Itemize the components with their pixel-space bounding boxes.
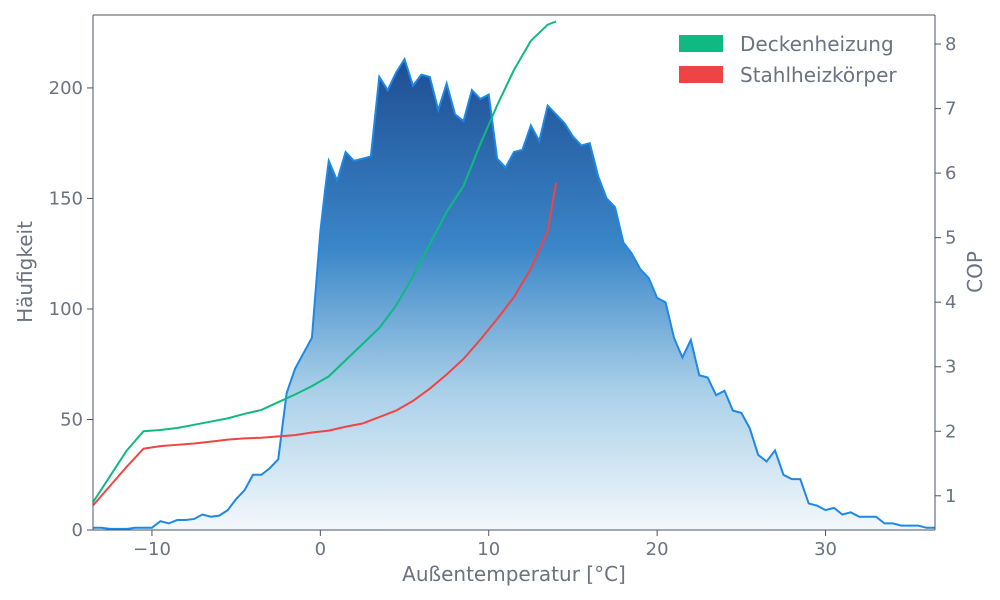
x-tick-label: 10 xyxy=(477,539,500,560)
y-left-tick-label: 50 xyxy=(60,409,83,430)
y-left-tick-label: 200 xyxy=(49,78,83,99)
legend-swatch-deckenheizung xyxy=(679,35,723,52)
y-right-tick-label: 4 xyxy=(945,292,956,313)
axes-layer: −10 0 10 20 30 0 50 100 150 200 1 2 3 4 5 6 7 8 xyxy=(49,14,956,560)
y-right-tick-label: 2 xyxy=(945,421,956,442)
histogram-outline xyxy=(93,56,935,530)
legend-label-deckenheizung: Deckenheizung xyxy=(740,32,894,56)
y-right-tick-label: 7 xyxy=(945,99,956,120)
y-right-tick-label: 5 xyxy=(945,228,956,249)
y-right-tick-label: 6 xyxy=(945,163,956,184)
y-axis-right-title: COP xyxy=(963,251,987,293)
x-tick-label: 0 xyxy=(315,539,326,560)
y-left-tick-label: 0 xyxy=(72,520,83,541)
x-tick-label: 20 xyxy=(646,539,669,560)
legend: Deckenheizung Stahlheizkörper xyxy=(679,32,897,87)
x-axis-title: Außentemperatur [°C] xyxy=(402,562,626,586)
y-right-tick-label: 1 xyxy=(945,486,956,507)
y-left-tick-label: 100 xyxy=(49,299,83,320)
legend-label-stahlheizkörper: Stahlheizkörper xyxy=(740,63,897,87)
y-right-tick-label: 8 xyxy=(945,34,956,55)
y-left-tick-label: 150 xyxy=(49,188,83,209)
x-tick-label: −10 xyxy=(133,539,171,560)
series-line-stahlheizkörper xyxy=(92,182,558,507)
cop-lines-layer xyxy=(92,20,558,507)
histogram-area-layer xyxy=(93,56,935,531)
legend-swatch-stahlheizkörper xyxy=(679,66,723,83)
y-right-tick-label: 3 xyxy=(945,357,956,378)
series-line-deckenheizung xyxy=(92,20,557,503)
x-tick-label: 30 xyxy=(814,539,837,560)
y-axis-left-title: Häufigkeit xyxy=(13,221,37,323)
histogram-area-fill xyxy=(93,59,935,531)
